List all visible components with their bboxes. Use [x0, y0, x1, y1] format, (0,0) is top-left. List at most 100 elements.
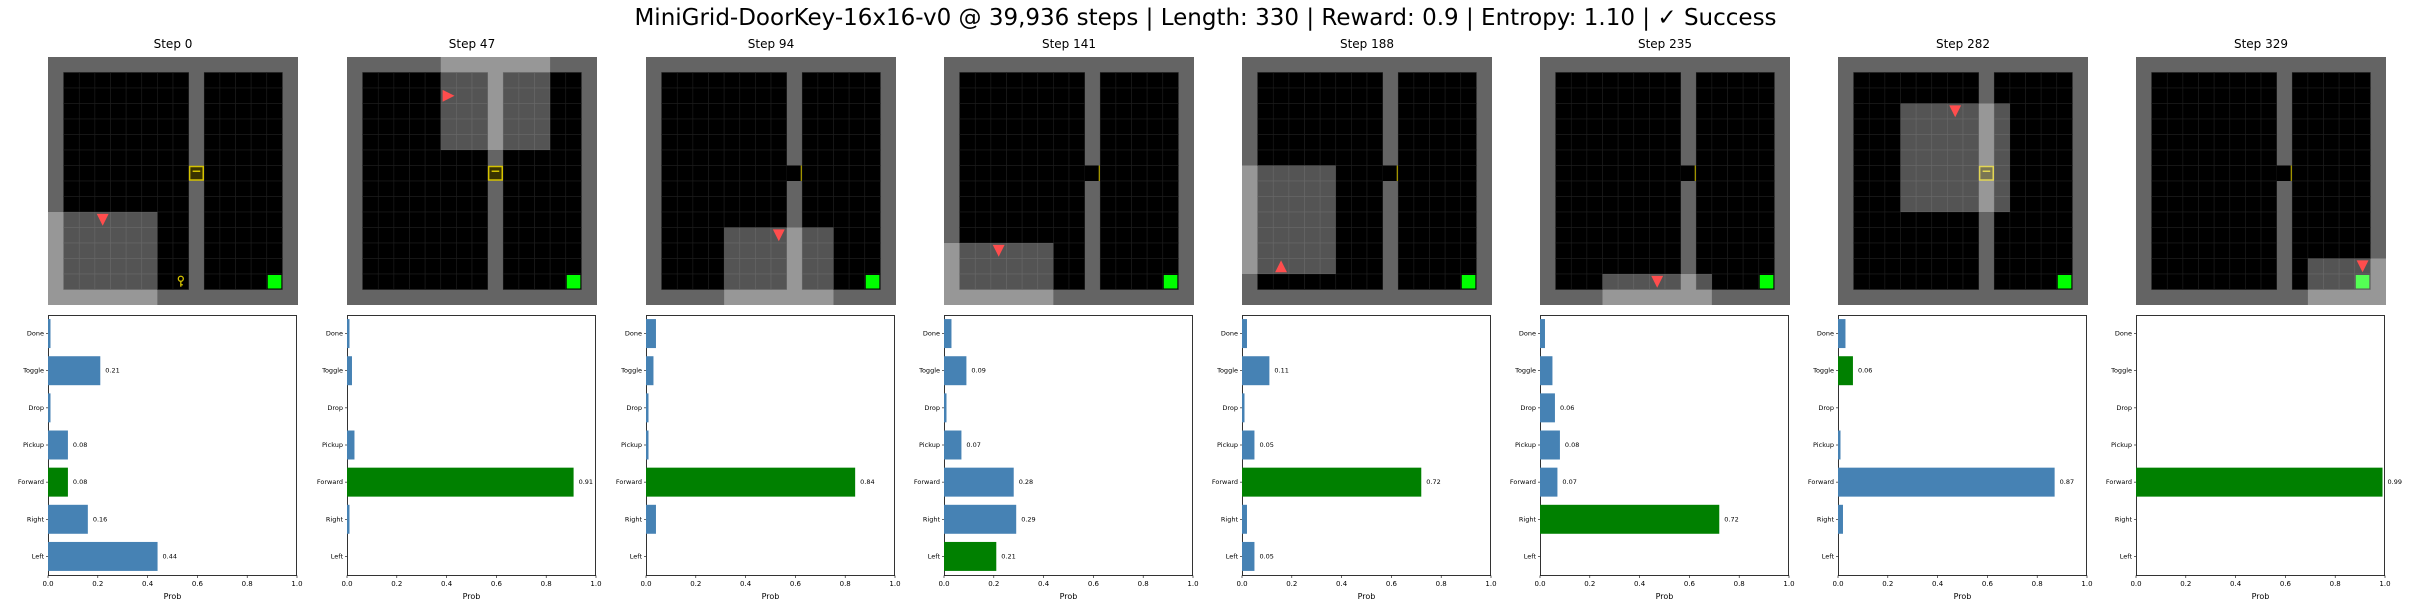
bar-value-label: 0.21	[105, 367, 119, 375]
bar-value-label: 0.08	[73, 478, 87, 486]
floor-cell	[219, 103, 236, 120]
x-axis-label: Prob	[164, 592, 182, 601]
floor-cell	[203, 211, 221, 228]
bar-value-label: 0.07	[1562, 478, 1576, 486]
floor-cell	[1602, 149, 1619, 166]
floor-cell	[1555, 227, 1572, 244]
floor-cell	[2213, 196, 2231, 213]
floor-cell	[1099, 103, 1117, 120]
floor-cell	[2166, 258, 2184, 275]
floor-cell	[1993, 258, 2011, 275]
floor-cell	[377, 87, 395, 104]
floor-cell	[362, 87, 379, 104]
floor-cell	[1319, 72, 1337, 89]
step-title: Step 47	[448, 37, 496, 51]
floor-cell	[817, 87, 834, 104]
floor-cell	[2260, 258, 2277, 275]
floor-cell	[1006, 180, 1023, 197]
floor-cell	[1304, 87, 1321, 104]
floor-cell	[2213, 211, 2231, 228]
category-tick-label: Right	[625, 515, 643, 523]
x-tick-label: 0.0	[938, 580, 949, 588]
category-tick-label: Toggle	[620, 367, 642, 375]
floor-cell	[2291, 196, 2309, 213]
floor-cell	[2323, 149, 2340, 166]
floor-cell	[801, 103, 819, 120]
floor-cell	[708, 103, 725, 120]
floor-cell	[2245, 211, 2262, 228]
floor-cell	[1335, 72, 1352, 89]
floor-cell	[708, 87, 725, 104]
x-tick-label: 0.2	[92, 580, 103, 588]
floor-cell	[2040, 134, 2058, 151]
floor-cell	[676, 72, 694, 89]
floor-cell	[1162, 242, 1179, 259]
floor-cell	[203, 87, 221, 104]
floor-cell	[1460, 227, 1477, 244]
floor-cell	[2245, 103, 2262, 120]
floor-cell	[2151, 134, 2168, 151]
floor-cell	[78, 149, 96, 166]
floor-cell	[1397, 258, 1415, 275]
floor-cell	[471, 165, 488, 182]
goal-square-icon	[865, 275, 880, 289]
prob-bar	[944, 356, 967, 386]
agent-view-overlay	[1900, 103, 2010, 212]
floor-cell	[2323, 242, 2340, 259]
floor-cell	[235, 103, 252, 120]
floor-cell	[219, 165, 236, 182]
floor-cell	[377, 242, 395, 259]
floor-cell	[848, 103, 866, 120]
floor-cell	[1633, 134, 1650, 151]
floor-cell	[864, 134, 881, 151]
prob-bar	[646, 393, 649, 423]
floor-cell	[1555, 165, 1572, 182]
floor-cell	[1131, 134, 1148, 151]
floor-cell	[266, 72, 283, 89]
floor-cell	[2056, 118, 2073, 135]
floor-cell	[1319, 118, 1337, 135]
step-panel: Step 282 Done Toggle 0.06 Drop Pickup Forward 0…	[1808, 0, 2093, 611]
floor-cell	[1586, 211, 1603, 228]
floor-cell	[172, 242, 189, 259]
floor-cell	[1884, 149, 1901, 166]
category-tick-label: Forward	[1510, 478, 1536, 486]
floor-cell	[440, 211, 457, 228]
floor-cell	[1947, 227, 1964, 244]
category-tick-label: Forward	[317, 478, 343, 486]
x-axis-label: Prob	[1358, 592, 1376, 601]
chart-frame	[1838, 315, 2087, 576]
floor-cell	[708, 72, 725, 89]
floor-cell	[1695, 180, 1713, 197]
floor-cell	[2009, 149, 2026, 166]
floor-cell	[63, 72, 80, 89]
floor-cell	[1602, 134, 1619, 151]
floor-cell	[1162, 149, 1179, 166]
floor-cell	[377, 72, 395, 89]
bar-value-label: 0.06	[1858, 367, 1872, 375]
prob-bar	[1540, 319, 1545, 349]
category-tick-label: Forward	[616, 478, 642, 486]
floor-cell	[1413, 258, 1430, 275]
floor-cell	[1335, 149, 1352, 166]
floor-cell	[1257, 134, 1274, 151]
floor-cell	[1366, 118, 1383, 135]
floor-cell	[2182, 180, 2199, 197]
floor-cell	[63, 87, 80, 104]
category-tick-label: Right	[1817, 515, 1835, 523]
floor-cell	[1131, 72, 1148, 89]
prob-bar	[48, 393, 51, 423]
floor-cell	[2198, 273, 2215, 290]
floor-cell	[1335, 196, 1352, 213]
floor-cell	[1288, 87, 1305, 104]
floor-cell	[549, 242, 567, 259]
floor-cell	[377, 227, 395, 244]
floor-cell	[141, 118, 158, 135]
floor-cell	[250, 165, 268, 182]
floor-cell	[565, 149, 582, 166]
floor-cell	[1115, 273, 1132, 290]
floor-cell	[1444, 258, 1462, 275]
floor-cell	[1868, 149, 1886, 166]
floor-cell	[1664, 180, 1681, 197]
floor-cell	[157, 165, 174, 182]
